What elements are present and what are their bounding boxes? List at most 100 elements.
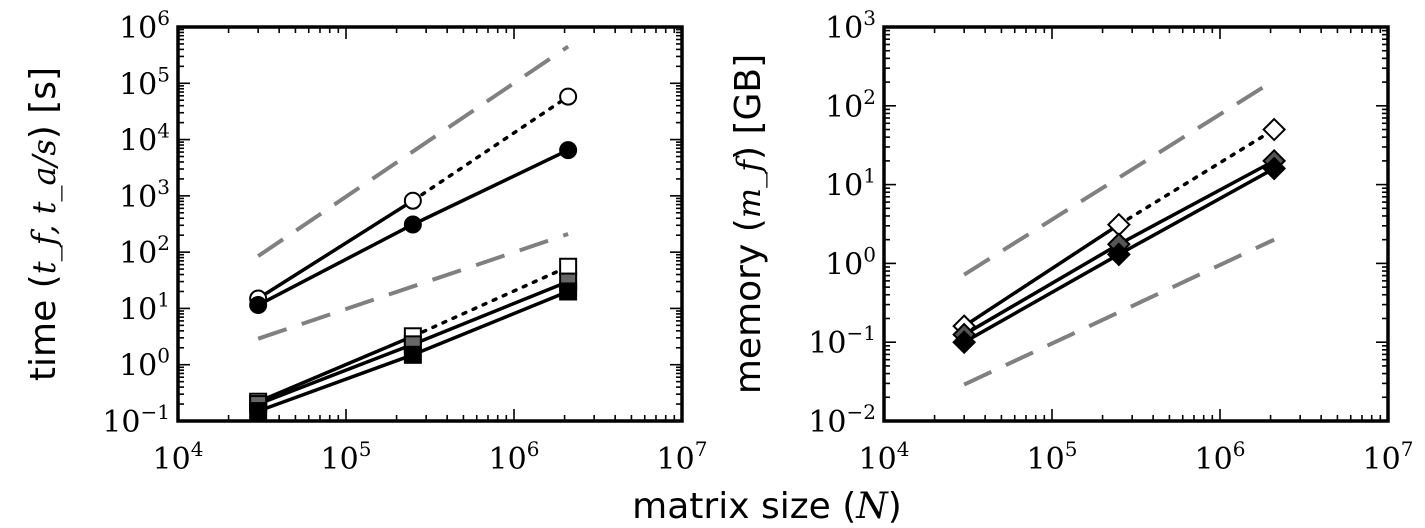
x-tick-mantissa: 10 [657,442,695,477]
y-tick-label: 104 [119,119,170,159]
y-tick-label: 100 [119,344,170,384]
series-line-diamond-open [1117,127,1276,227]
series-line-square-open [256,334,415,404]
reference-line-upper-dashed [963,78,1276,277]
y-tick-label: 101 [825,164,876,204]
y-tick-mantissa: 10 [825,169,863,204]
y-tick-exponent: −1 [141,400,170,424]
reference-line-lower-dashed [963,237,1275,387]
y-axis-title: time (t_f, t_a/s) [s] [23,67,64,381]
y-tick-label: 100 [825,242,876,282]
series-line-diamond-gray [962,242,1121,337]
x-tick-exponent: 4 [191,437,204,461]
x-tick-label: 105 [1027,437,1078,477]
y-tick-exponent: 0 [863,242,876,266]
series-line-square-open [411,265,570,339]
x-axis-title: matrix size (N) [632,486,902,527]
reference-line-lower-dashed [257,232,569,341]
x-tick-mantissa: 10 [321,442,359,477]
y-axis-title-prefix: time ( [23,274,64,381]
data-point-square-filled [559,282,578,301]
y-tick-mantissa: 10 [102,405,140,440]
x-tick-mantissa: 10 [1027,442,1065,477]
y-tick-mantissa: 10 [119,124,157,159]
y-tick-exponent: 6 [157,6,170,30]
x-tick-label: 105 [321,437,372,477]
data-point-diamond-filled [952,330,977,355]
y-tick-label: 10−1 [102,400,170,440]
y-tick-exponent: −1 [847,321,876,345]
x-tick-exponent: 6 [1233,437,1246,461]
y-tick-mantissa: 10 [808,326,846,361]
x-tick-mantissa: 10 [1195,442,1233,477]
x-tick-mantissa: 10 [489,442,527,477]
x-tick-mantissa: 10 [153,442,191,477]
y-tick-label: 103 [119,175,170,215]
series-line-diamond-open [962,222,1121,328]
y-tick-label: 10−1 [808,321,876,361]
y-tick-label: 106 [119,6,170,46]
y-tick-mantissa: 10 [119,11,157,46]
y-tick-exponent: 3 [157,175,170,199]
y-tick-exponent: 2 [157,231,170,255]
plot-frame [882,25,1390,423]
x-tick-label: 106 [489,437,540,477]
tick-marks [177,26,683,422]
data-point-circle-filled [249,296,268,315]
x-tick-label: 107 [657,437,708,477]
y-tick-label: 102 [825,85,876,125]
x-tick-exponent: 7 [695,437,708,461]
y-tick-mantissa: 10 [119,292,157,327]
y-tick-exponent: 1 [157,287,170,311]
x-tick-label: 107 [1363,437,1414,477]
x-tick-label: 106 [1195,437,1246,477]
y-tick-label: 105 [119,62,170,102]
x-tick-label: 104 [153,437,204,477]
data-point-diamond-filled [1106,242,1131,267]
data-point-square-filled [403,345,422,364]
series-line-diamond-gray [1117,159,1276,246]
x-tick-exponent: 4 [897,437,910,461]
tick-marks [883,26,1389,422]
data-point-circle-open [403,191,422,210]
y-tick-mantissa: 10 [119,180,157,215]
y-tick-mantissa: 10 [119,236,157,271]
x-tick-mantissa: 10 [1363,442,1401,477]
x-tick-exponent: 5 [1065,437,1078,461]
y-tick-mantissa: 10 [119,349,157,384]
y-tick-mantissa: 10 [825,11,863,46]
series-line-diamond-filled [1117,166,1276,257]
x-tick-mantissa: 10 [859,442,897,477]
y-tick-exponent: 0 [157,344,170,368]
data-point-circle-filled [403,215,422,234]
time-chart: 104 105 106 10710−1100101102103104105106tim… [23,6,707,477]
y-tick-exponent: 4 [157,119,170,143]
y-tick-mantissa: 10 [825,90,863,125]
series-line-circle-open [411,94,570,203]
series-line-square-filled [256,353,415,413]
x-tick-exponent: 5 [359,437,372,461]
y-axis-title-prefix: memory ( [728,218,769,394]
series-line-square-gray [256,342,415,406]
x-tick-label: 104 [859,437,910,477]
x-tick-exponent: 6 [527,437,540,461]
plot-frame [176,25,684,423]
series-line-square-filled [411,289,570,357]
y-tick-exponent: 3 [863,6,876,30]
x-axis-title-prefix: matrix size ( [632,486,856,527]
data-point-square-open [559,257,578,276]
series-line-circle-open [256,198,415,301]
data-point-diamond-open [1262,117,1287,142]
data-point-square-filled [249,402,268,421]
y-tick-mantissa: 10 [119,67,157,102]
y-tick-label: 103 [825,6,876,46]
y-tick-exponent: −2 [847,400,876,424]
y-axis-title: memory (m_f) [GB] [728,54,769,394]
x-axis-title-suffix: ) [888,486,902,527]
y-tick-label: 101 [119,287,170,327]
y-tick-exponent: 1 [863,164,876,188]
x-tick-exponent: 7 [1401,437,1414,461]
reference-line-upper-dashed [257,44,570,258]
